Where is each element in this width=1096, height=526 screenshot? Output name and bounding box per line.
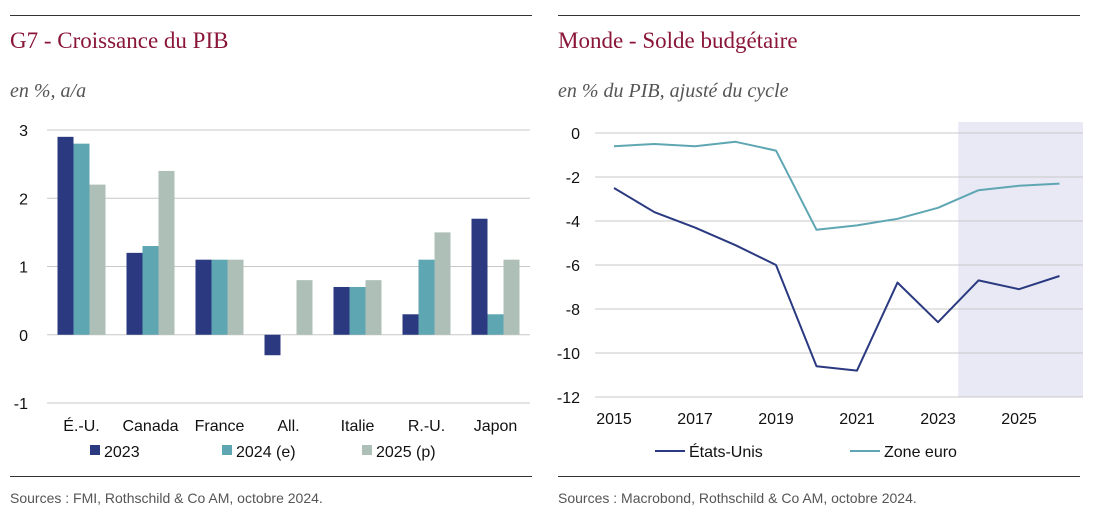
bar [211,259,228,335]
legend-swatch [90,445,100,455]
bottom-rule-right [558,476,1080,477]
bar [487,314,504,335]
right-source-note: Sources : Macrobond, Rothschild & Co AM,… [558,490,917,506]
bottom-rule-left [10,476,532,477]
y-tick-label: -2 [566,170,580,187]
x-tick-label: 2021 [839,411,875,428]
y-tick-label: -8 [566,302,580,319]
bar [402,314,419,335]
x-tick-label: All. [277,418,299,435]
x-tick-label: France [195,418,245,435]
series-line [613,140,1060,231]
left-bar-chart: 3 2 1 0 -1 É.-U. Canada France All. Italie R.-U. Ja… [14,123,530,461]
y-tick-label: 2 [19,191,28,208]
y-tick-label: 3 [19,123,28,140]
forecast-shading [958,122,1083,397]
left-chart-title: G7 - Croissance du PIB [10,28,229,53]
legend-label: 2023 [104,444,140,461]
y-tick-label: -4 [566,214,580,231]
series-line [613,187,1060,372]
bar [333,286,350,335]
right-chart-title: Monde - Solde budgétaire [558,28,798,53]
legend-label: États-Unis [689,442,763,461]
bar [57,136,74,335]
y-tick-label: -10 [557,346,580,363]
y-tick-label: -6 [566,258,580,275]
bar [73,143,90,335]
x-tick-label: R.-U. [408,418,445,435]
y-tick-label: -1 [14,396,28,413]
x-tick-label: É.-U. [63,416,99,435]
bar [195,259,212,335]
legend-label: 2024 (e) [236,444,296,461]
y-tick-label: -12 [557,390,580,407]
top-rule-left [10,15,532,16]
bar [89,184,106,335]
y-tick-label: 1 [19,260,28,277]
legend-label: Zone euro [884,444,957,461]
bar [434,232,451,335]
bar [471,218,488,335]
bar [503,259,520,335]
left-source-note: Sources : FMI, Rothschild & Co AM, octob… [10,490,323,506]
x-tick-label: Japon [474,418,518,435]
right-chart-subtitle: en % du PIB, ajusté du cycle [558,80,789,102]
bar [126,252,143,335]
legend-label: 2025 (p) [376,444,436,461]
y-tick-label: 0 [19,328,28,345]
legend-swatch [362,445,372,455]
bar [142,246,159,335]
y-tick-label: 0 [571,126,580,143]
x-tick-label: Canada [122,418,178,435]
x-tick-label: 2015 [596,411,632,428]
x-tick-label: 2017 [677,411,713,428]
bar [264,334,281,356]
bar [349,286,366,335]
left-chart-subtitle: en %, a/a [10,80,87,102]
x-tick-label: 2019 [758,411,794,428]
bar [158,170,175,335]
bar [296,280,313,335]
bar [365,280,382,335]
bar [227,259,244,335]
x-tick-label: 2025 [1001,411,1037,428]
x-tick-label: 2023 [920,411,956,428]
x-tick-label: Italie [341,418,375,435]
bar [418,259,435,335]
top-rule-right [558,15,1080,16]
legend-swatch [222,445,232,455]
right-line-chart: 0 -2 -4 -6 -8 -10 -12 2015 2017 2019 2021 2023 2025 É… [557,122,1083,461]
